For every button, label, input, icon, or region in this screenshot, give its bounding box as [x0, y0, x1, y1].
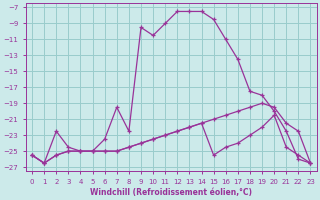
X-axis label: Windchill (Refroidissement éolien,°C): Windchill (Refroidissement éolien,°C)	[90, 188, 252, 197]
